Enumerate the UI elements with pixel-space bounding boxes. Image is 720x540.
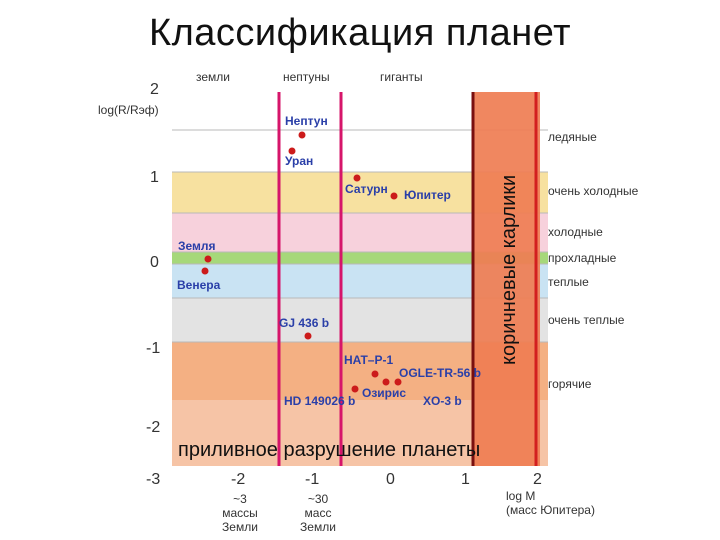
x-axis-label: log M (масс Юпитера) bbox=[506, 489, 595, 517]
earth30-mass-note: ~30 масс Земли bbox=[288, 492, 348, 534]
zone-label: прохладные bbox=[548, 251, 617, 265]
planet-point bbox=[371, 370, 379, 378]
planet-point bbox=[353, 174, 361, 182]
planet-label: Юпитер bbox=[404, 188, 451, 202]
tidal-disruption-label: приливное разрушение планеты bbox=[178, 439, 480, 461]
y-tick-minus1: -1 bbox=[146, 340, 161, 357]
earth30-note-line3: Земли bbox=[300, 520, 336, 534]
planet-label: XO-3 b bbox=[423, 394, 462, 408]
planet-point bbox=[288, 147, 296, 155]
x-axis-label-line2: (масс Юпитера) bbox=[506, 503, 595, 517]
planet-point bbox=[382, 378, 390, 386]
planet-point bbox=[390, 192, 398, 200]
planet-point bbox=[394, 378, 402, 386]
category-giants-label: гиганты bbox=[380, 70, 423, 84]
category-earths-label: земли bbox=[196, 70, 230, 84]
planet-label: Сатурн bbox=[345, 182, 388, 196]
zone-label: очень теплые bbox=[548, 313, 625, 327]
planet-label: HD 149026 b bbox=[284, 394, 355, 408]
planet-label: Земля bbox=[178, 239, 216, 253]
x-tick-2: 2 bbox=[533, 471, 542, 488]
page-title: Классификация планет bbox=[148, 12, 572, 54]
x-tick-1: 1 bbox=[461, 471, 470, 488]
planet-point bbox=[304, 332, 312, 340]
earth-mass-note-line2: массы bbox=[222, 506, 258, 520]
planet-label: Уран bbox=[285, 154, 313, 168]
y-tick-minus3: -3 bbox=[146, 471, 161, 488]
planet-label: Нептун bbox=[285, 114, 328, 128]
earth30-note-line1: ~30 bbox=[307, 492, 329, 506]
x-axis-label-line1: log M bbox=[506, 489, 536, 503]
planet-point bbox=[298, 131, 306, 139]
y-tick-2: 2 bbox=[150, 81, 159, 98]
zone-label: ледяные bbox=[548, 130, 597, 144]
x-tick-minus1: -1 bbox=[305, 471, 320, 488]
zone-label: холодные bbox=[548, 225, 603, 239]
zone-band bbox=[172, 252, 548, 264]
x-tick-minus2: -2 bbox=[231, 471, 246, 488]
zone-label: очень холодные bbox=[548, 184, 639, 198]
brown-dwarf-region bbox=[473, 92, 540, 466]
brown-dwarf-label: коричневые карлики bbox=[498, 175, 520, 365]
planet-point bbox=[204, 255, 212, 263]
planet-label: OGLE-TR-56 b bbox=[399, 366, 481, 380]
category-neptunes-label: нептуны bbox=[283, 70, 330, 84]
y-tick-minus2: -2 bbox=[146, 419, 161, 436]
y-tick-0: 0 bbox=[150, 254, 159, 271]
zone-label: горячие bbox=[548, 377, 592, 391]
planet-point bbox=[201, 267, 209, 275]
earth-mass-note-line3: Земли bbox=[222, 520, 258, 534]
planet-label: Венера bbox=[177, 278, 221, 292]
planet-label: HAT–P-1 bbox=[344, 353, 393, 367]
planet-label: GJ 436 b bbox=[279, 316, 329, 330]
planet-point bbox=[351, 385, 359, 393]
earth-mass-note: ~3 массы Земли bbox=[212, 492, 268, 534]
x-tick-0: 0 bbox=[386, 471, 395, 488]
planet-label: Озирис bbox=[362, 386, 406, 400]
earth30-note-line2: масс bbox=[304, 506, 332, 520]
y-tick-1: 1 bbox=[150, 169, 159, 186]
earth-mass-note-line1: ~3 bbox=[233, 492, 247, 506]
y-axis-label: log(R/Rэф) bbox=[98, 103, 159, 117]
zone-label: теплые bbox=[548, 275, 589, 289]
